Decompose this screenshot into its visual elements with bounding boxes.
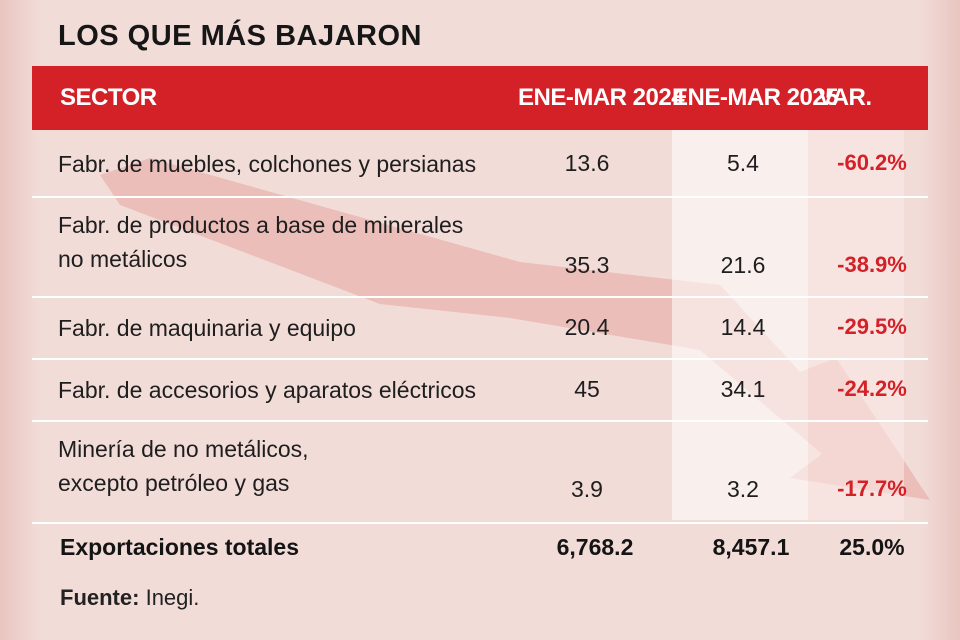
value-2025: 21.6 [720,252,766,278]
value-2024: 45 [574,376,600,402]
sector-line: Minería de no metálicos, [58,436,309,462]
value-2025: 34.1 [720,376,766,402]
sector-cell: Fabr. de productos a base de minerales no… [58,208,463,276]
variation-value: -24.2% [837,376,907,401]
value-2025: 5.4 [727,150,759,176]
variation-value: -17.7% [837,476,907,501]
header-2024: ENE-MAR 2024 [518,84,685,111]
value-2025: 14.4 [720,314,766,340]
header-2025: ENE-MAR 2025 [672,84,839,111]
variation-value: -38.9% [837,252,907,277]
sector-line: Fabr. de accesorios y aparatos eléctrico… [58,377,477,403]
sector-cell: Minería de no metálicos, excepto petróleo… [58,432,309,500]
column-2025-highlight [672,130,808,520]
row-divider [32,420,928,422]
row-divider [32,196,928,198]
value-2024: 35.3 [564,252,610,278]
value-2024: 3.9 [571,476,603,502]
table-row: Fabr. de productos a base de minerales no… [32,198,928,296]
sector-line: Fabr. de productos a base de minerales [58,212,464,238]
row-divider [32,296,928,298]
table-row: Minería de no metálicos, excepto petróleo… [32,422,928,520]
variation-value: -29.5% [837,314,907,339]
value-2024: 20.4 [564,314,610,340]
source-note: Fuente: Inegi. [60,585,199,611]
sector-cell: Fabr. de maquinaria y equipo [58,311,356,345]
sector-line: excepto petróleo y gas [58,470,290,496]
chart-title: LOS QUE MÁS BAJARON [58,20,422,52]
table-row: Fabr. de accesorios y aparatos eléctrico… [32,360,928,420]
source-value: Inegi. [145,585,200,610]
sector-line: no metálicos [58,246,188,272]
row-divider [32,358,928,360]
header-var: VAR. [818,84,872,111]
total-2025: 8,457.1 [712,534,790,560]
value-2024: 13.6 [564,150,610,176]
total-var: 25.0% [839,534,905,560]
source-label: Fuente: [60,585,140,610]
sector-cell: Fabr. de muebles, colchones y persianas [58,147,476,181]
table-row: Fabr. de muebles, colchones y persianas 1… [32,132,928,196]
value-2025: 3.2 [727,476,759,502]
total-label: Exportaciones totales [60,534,300,560]
variation-value: -60.2% [837,150,907,175]
total-row: Exportaciones totales 6,768.2 8,457.1 25… [32,530,928,570]
total-divider [32,522,928,524]
column-var-highlight [808,130,904,520]
header-sector: SECTOR [60,84,157,111]
table-row: Fabr. de maquinaria y equipo 20.4 14.4 -29.… [32,298,928,358]
sector-cell: Fabr. de accesorios y aparatos eléctrico… [58,373,476,407]
table-header: SECTOR ENE-MAR 2024 ENE-MAR 2025 VAR. [32,66,928,130]
total-2024: 6,768.2 [556,534,634,560]
sector-line: Fabr. de muebles, colchones y persianas [58,151,477,177]
sector-line: Fabr. de maquinaria y equipo [58,315,356,341]
